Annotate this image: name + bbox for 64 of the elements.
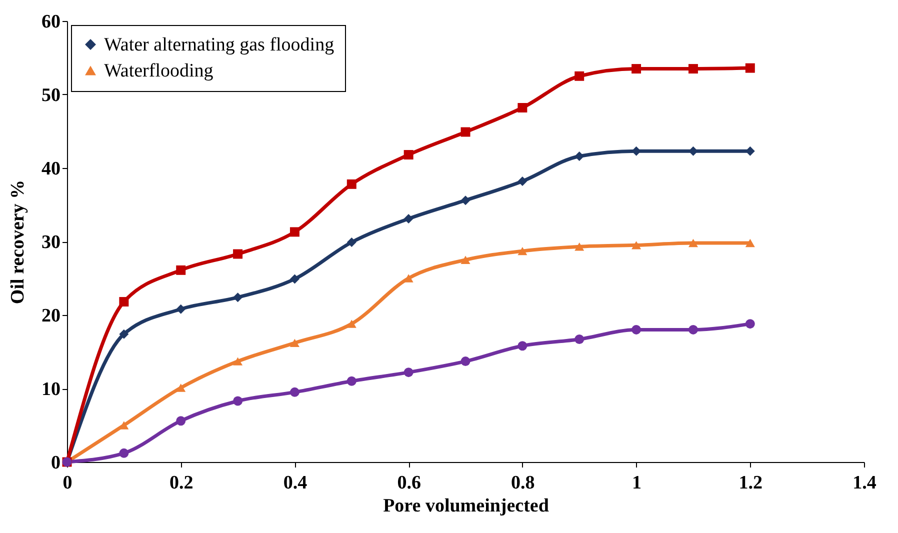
point: [745, 238, 755, 248]
x-tick-label: 0.4: [283, 472, 308, 494]
point: [404, 214, 414, 224]
x-tick-label: 0.8: [511, 472, 535, 494]
point: [233, 357, 243, 366]
point: [233, 292, 243, 302]
point: [346, 376, 356, 386]
point: [404, 274, 414, 282]
point: [574, 334, 584, 344]
point: [404, 150, 414, 160]
x-axis-title: Pore volumeinjected: [383, 496, 550, 516]
point: [518, 246, 528, 256]
point: [518, 102, 528, 112]
point: [119, 421, 129, 430]
point: [346, 179, 356, 189]
x-tick-label: 0.2: [169, 472, 194, 494]
point: [119, 297, 129, 307]
point: [176, 384, 186, 392]
point: [119, 329, 129, 339]
point: [233, 396, 243, 406]
y-tick-label: 60: [42, 12, 60, 32]
point: [518, 176, 528, 186]
point: [460, 196, 470, 206]
point: [346, 320, 356, 328]
y-axis-title: Oil recovery %: [8, 180, 28, 304]
point: [574, 71, 584, 81]
y-tick-label: 10: [42, 379, 60, 400]
point: [745, 319, 755, 329]
point: [346, 237, 356, 247]
point: [688, 238, 698, 248]
point: [632, 324, 642, 334]
point: [460, 127, 470, 137]
y-tick-label: 20: [42, 306, 60, 326]
point: [688, 324, 698, 334]
legend-label: Waterflooding: [104, 60, 214, 82]
x-tick-label: 0.6: [397, 472, 421, 494]
point: [460, 256, 470, 264]
point: [518, 341, 528, 351]
point: [404, 368, 414, 378]
point: [290, 227, 300, 237]
y-tick-label: 30: [42, 232, 60, 253]
point: [233, 249, 243, 259]
y-tick-label: 0: [51, 452, 60, 474]
point: [176, 416, 186, 426]
point: [119, 448, 129, 458]
y-tick-label: 50: [42, 85, 60, 106]
point: [290, 387, 300, 397]
point: [574, 242, 584, 251]
point: [460, 356, 470, 366]
point: [688, 64, 698, 74]
x-tick-label: 1.2: [738, 472, 763, 494]
y-tick-label: 40: [42, 158, 60, 180]
point: [176, 265, 186, 275]
point: [632, 241, 642, 250]
point: [290, 274, 300, 284]
point: [176, 304, 186, 314]
legend-label: Water alternating gas flooding: [104, 34, 335, 56]
x-tick-label: 1: [632, 472, 642, 494]
point: [290, 338, 300, 348]
point: [745, 146, 755, 156]
point: [574, 151, 584, 161]
point: [745, 63, 755, 73]
point: [632, 64, 642, 74]
x-tick-label: 1.4: [852, 472, 877, 494]
